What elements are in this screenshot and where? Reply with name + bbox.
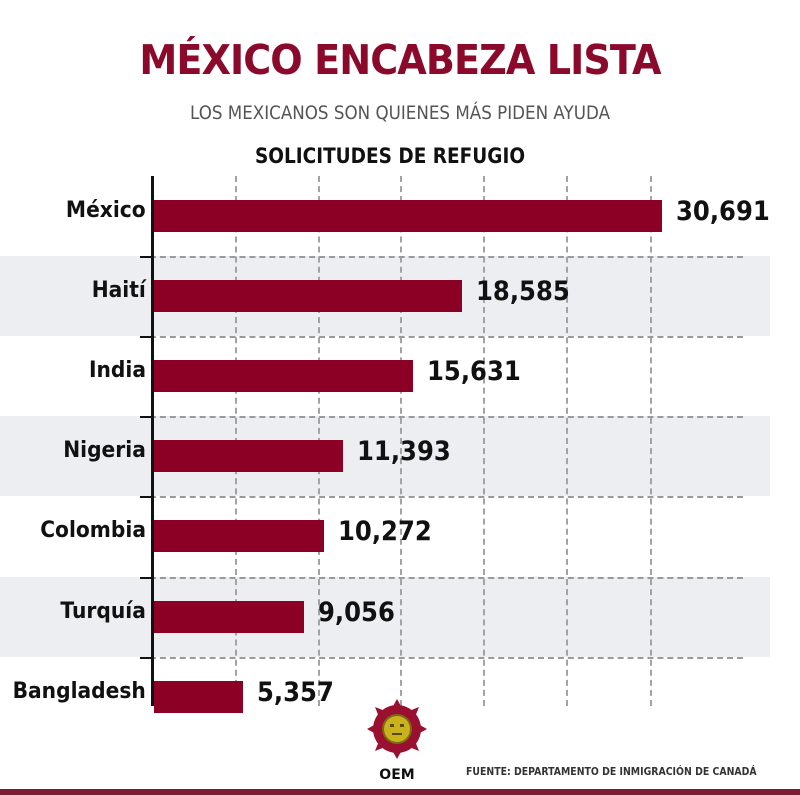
row-band [0,577,770,657]
svg-text:OEM: OEM [379,767,414,783]
bar-row: Haití 18,585 [0,256,800,336]
gridline-horizontal [140,577,743,579]
bar [154,601,304,633]
gridline-vertical [400,176,402,706]
category-label: Haití [91,278,146,303]
row-band [0,416,770,496]
gridline-horizontal [140,496,743,498]
value-label: 11,393 [357,436,451,467]
value-label: 18,585 [476,276,570,307]
category-label: Colombia [40,518,146,543]
gridline-horizontal [140,416,743,418]
axis-tick [140,336,152,338]
axis-tick [140,416,152,418]
chart-subtitle: LOS MEXICANOS SON QUIENES MÁS PIDEN AYUD… [189,102,611,124]
value-label: 15,631 [427,356,521,387]
category-label: Nigeria [63,438,146,463]
gridline-vertical [483,176,485,706]
bar [154,200,662,232]
value-label: 5,357 [257,677,334,708]
oem-logo: OEM [362,697,432,787]
bar [154,440,343,472]
category-label: India [88,358,146,383]
bar-row: Colombia 10,272 [0,496,800,576]
gridline-vertical [650,176,652,706]
category-label: México [66,198,146,223]
gridline-horizontal [140,336,743,338]
footer-rule [0,789,800,795]
bar-chart-plot-area: México 30,691 Haití 18,585 India 15,631 … [0,176,800,738]
sun-emblem-icon: OEM [367,699,427,783]
axis-tick [140,496,152,498]
category-label: Turquía [60,599,146,624]
axis-tick [140,256,152,258]
bar [154,360,413,392]
gridline-horizontal [140,657,743,659]
bar-row: México 30,691 [0,176,800,256]
y-axis-line [151,176,154,706]
axis-tick [140,577,152,579]
chart-title: SOLICITUDES DE REFUGIO [254,144,526,168]
bar-row: Bangladesh 5,357 [0,657,800,737]
bar [154,280,462,312]
bar [154,520,324,552]
value-label: 10,272 [338,516,432,547]
category-label: Bangladesh [12,679,146,704]
bar [154,681,243,713]
bar-row: Turquía 9,056 [0,577,800,657]
value-label: 9,056 [318,597,395,628]
chart-headline: MÉXICO ENCABEZA LISTA [139,36,661,84]
value-label: 30,691 [676,196,770,227]
bar-row: Nigeria 11,393 [0,416,800,496]
bar-row: India 15,631 [0,336,800,416]
axis-tick [140,657,152,659]
gridline-vertical [566,176,568,706]
source-note: FUENTE: DEPARTAMENTO DE INMIGRACIÓN DE C… [466,765,757,778]
gridline-horizontal [140,256,743,258]
